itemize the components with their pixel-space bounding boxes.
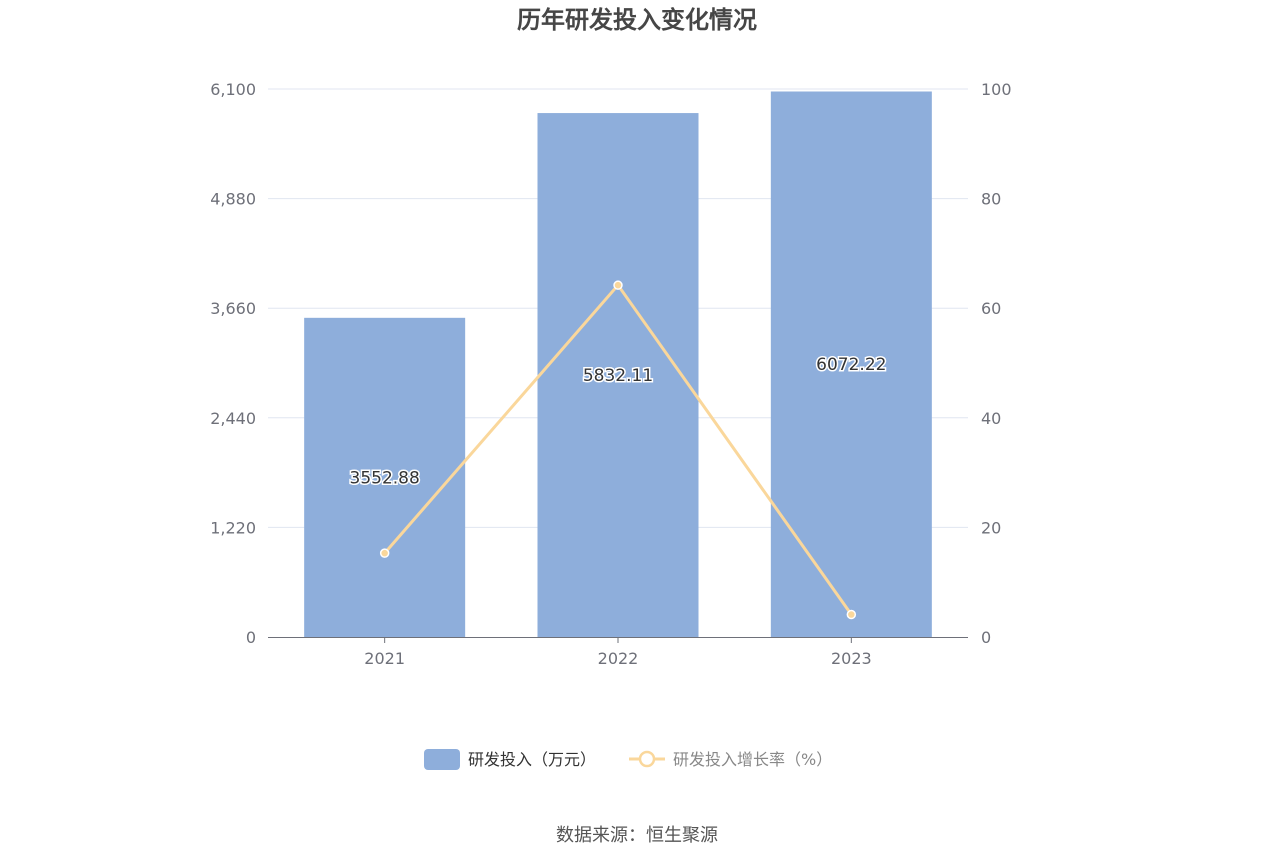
right-tick-label: 20 (981, 518, 1001, 537)
legend-bar-swatch (424, 749, 460, 770)
line-series (379, 280, 857, 620)
right-tick-label: 80 (981, 190, 1001, 209)
right-axis-ticks: 0 20 40 60 80 100 (981, 80, 1012, 647)
legend-line-label: 研发投入增长率（%） (673, 750, 832, 769)
line-point[interactable] (613, 280, 623, 290)
legend-bar-label: 研发投入（万元） (468, 750, 596, 769)
x-category-label: 2021 (364, 649, 405, 668)
x-category-label: 2022 (598, 649, 639, 668)
right-tick-label: 40 (981, 409, 1001, 428)
left-axis-ticks: 0 1,220 2,440 3,660 4,880 6,100 (210, 80, 256, 647)
bar[interactable] (304, 317, 466, 637)
left-tick-label: 3,660 (210, 299, 256, 318)
left-tick-label: 2,440 (210, 409, 256, 428)
x-axis-categories: 2021 2022 2023 (364, 637, 872, 668)
bar-labels: 3552.88 5832.11 6072.22 (348, 354, 888, 490)
x-category-label: 2023 (831, 649, 872, 668)
legend-line-marker (638, 750, 656, 768)
right-tick-label: 100 (981, 80, 1012, 99)
left-tick-label: 1,220 (210, 518, 256, 537)
legend-item-bar[interactable]: 研发投入（万元） (424, 749, 596, 770)
data-source: 数据来源：恒生聚源 (556, 825, 718, 846)
chart-title: 历年研发投入变化情况 (517, 6, 757, 34)
legend-item-line[interactable]: 研发投入增长率（%） (629, 750, 832, 769)
bar-value-label: 6072.22 (816, 355, 886, 375)
bar-value-label: 5832.11 (583, 366, 653, 386)
left-tick-label: 4,880 (210, 190, 256, 209)
right-tick-label: 0 (981, 628, 991, 647)
bar[interactable] (537, 113, 699, 638)
line-point[interactable] (379, 548, 390, 558)
bar-value-label: 3552.88 (350, 468, 420, 488)
left-tick-label: 6,100 (210, 80, 256, 99)
line-point[interactable] (846, 609, 857, 620)
bar-series (304, 91, 932, 638)
right-tick-label: 60 (981, 299, 1001, 318)
left-tick-label: 0 (246, 628, 256, 647)
bar[interactable] (770, 91, 932, 637)
legend[interactable]: 研发投入（万元） 研发投入增长率（%） (424, 749, 832, 770)
